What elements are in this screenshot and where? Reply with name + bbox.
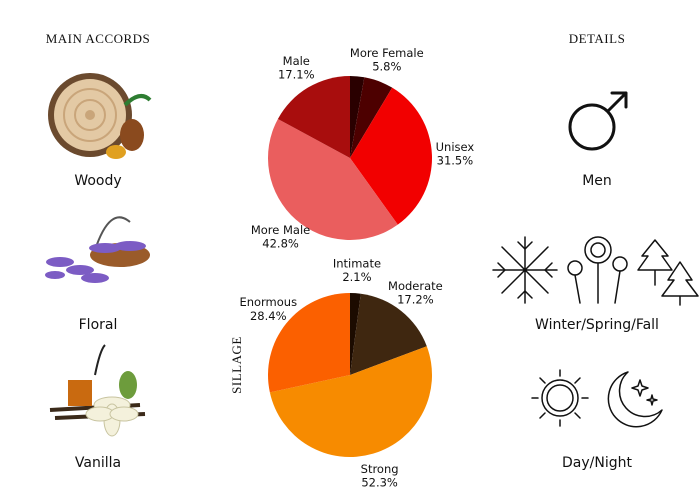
slice-name: Strong <box>361 461 399 475</box>
floral-icon <box>45 216 150 283</box>
slice-label: Moderate 17.2% <box>388 278 443 306</box>
slice-name: More Male <box>251 222 310 236</box>
pie-slice <box>277 76 350 158</box>
slice-value: 31.5% <box>437 153 474 167</box>
detail-label: Men <box>582 173 612 189</box>
section-heading: MAIN ACCORDS <box>46 31 151 46</box>
pie-slice <box>350 293 427 375</box>
slice-label: Intimate 2.1% <box>333 256 381 284</box>
detail-label: Winter/Spring/Fall <box>535 317 659 333</box>
pie-slice <box>268 118 398 240</box>
slice-name: Unisex <box>436 139 475 153</box>
slice-value: 5.8% <box>372 59 401 73</box>
chart-title: SILLAGE <box>229 336 244 394</box>
slice-name: Intimate <box>333 256 381 270</box>
accord-label: Vanilla <box>75 455 121 471</box>
slice-value: 17.2% <box>397 292 434 306</box>
slice-value: 17.1% <box>278 67 315 81</box>
slice-label: Male 17.1% <box>278 53 315 81</box>
men-icon <box>568 91 628 151</box>
detail-label: Day/Night <box>562 455 632 471</box>
seasons-icon <box>492 236 699 306</box>
accord-label: Woody <box>74 173 121 189</box>
slice-label: Enormous 28.4% <box>239 295 297 323</box>
slice-name: Moderate <box>388 278 443 292</box>
slice-label: More Male 42.8% <box>251 222 310 250</box>
slice-value: 42.8% <box>262 236 299 250</box>
slice-label: Unisex 31.5% <box>436 139 475 167</box>
pie-slice <box>268 293 350 393</box>
slice-name: More Female <box>350 45 424 59</box>
day-night-icon <box>531 369 663 428</box>
woody-icon <box>48 73 152 159</box>
pie-slice <box>269 346 433 457</box>
accord-label: Floral <box>79 317 118 333</box>
pie-slice <box>350 87 432 225</box>
slice-value: 2.1% <box>342 270 371 284</box>
slice-value: 52.3% <box>361 475 398 489</box>
section-heading: DETAILS <box>569 31 626 46</box>
slice-value: 28.4% <box>250 308 287 322</box>
slice-label: Strong 52.3% <box>361 461 399 489</box>
vanilla-icon <box>49 344 146 437</box>
slice-name: Male <box>283 53 310 67</box>
pie-slice <box>350 77 393 158</box>
pie-slice <box>350 293 361 375</box>
slice-label: More Female 5.8% <box>350 45 424 73</box>
pie-slice <box>350 76 365 158</box>
slice-name: Enormous <box>239 295 297 309</box>
